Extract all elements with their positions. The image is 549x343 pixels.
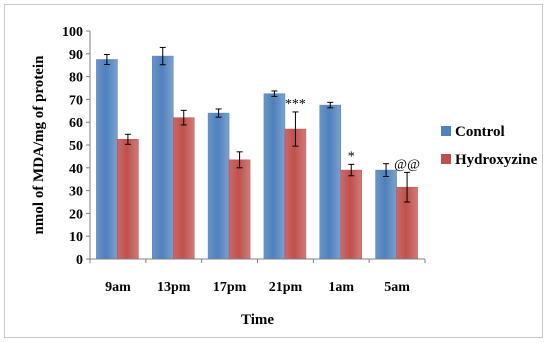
y-axis-ticks: 0 10 20 30 40 50 60 70 80 90 100	[62, 25, 90, 268]
x-tick-label: 1am	[328, 280, 354, 295]
bar-control-5am	[375, 169, 397, 260]
legend-label-hydroxyzine: Hydroxyzine	[455, 152, 538, 168]
bar-control-9am	[96, 59, 118, 260]
legend-swatch-hydroxyzine	[441, 154, 451, 164]
y-tick-label: 90	[69, 48, 83, 63]
bars: ****@@	[96, 46, 420, 260]
legend-swatch-control	[441, 126, 451, 136]
x-axis-title: Time	[241, 312, 274, 328]
legend-label-control: Control	[455, 124, 505, 140]
significance-marker: ***	[285, 97, 306, 112]
y-tick-label: 40	[69, 162, 83, 177]
significance-marker: *	[348, 149, 355, 164]
y-tick-label: 100	[62, 25, 83, 40]
legend: Control Hydroxyzine	[441, 124, 538, 168]
y-tick-label: 20	[69, 207, 83, 222]
significance-marker: @@	[394, 157, 420, 172]
bar-control-1am	[319, 104, 341, 260]
bar-hydroxyzine-1am	[340, 169, 362, 260]
bar-control-13pm	[152, 55, 174, 260]
x-tick-label: 5am	[384, 280, 410, 295]
x-tick-label: 21pm	[269, 280, 303, 295]
bar-hydroxyzine-21pm	[284, 128, 307, 260]
y-tick-label: 50	[69, 139, 83, 154]
bar-control-17pm	[207, 112, 230, 260]
bar-hydroxyzine-17pm	[228, 159, 251, 260]
x-tick-label: 13pm	[157, 280, 191, 295]
x-tick-label: 9am	[105, 280, 131, 295]
bar-control-21pm	[263, 93, 286, 260]
y-axis-title: nmol of MDA/mg of protein	[31, 55, 47, 235]
y-tick-label: 70	[69, 93, 83, 108]
bar-hydroxyzine-9am	[117, 139, 139, 260]
y-tick-label: 30	[69, 185, 83, 200]
x-tick-label: 17pm	[213, 280, 247, 295]
y-tick-label: 80	[69, 71, 83, 86]
y-tick-label: 10	[69, 230, 83, 245]
bar-hydroxyzine-13pm	[173, 117, 195, 260]
y-tick-label: 0	[76, 253, 83, 268]
x-axis-ticks: 9am 13pm 17pm 21pm 1am 5am	[89, 259, 426, 295]
y-tick-label: 60	[69, 116, 83, 131]
